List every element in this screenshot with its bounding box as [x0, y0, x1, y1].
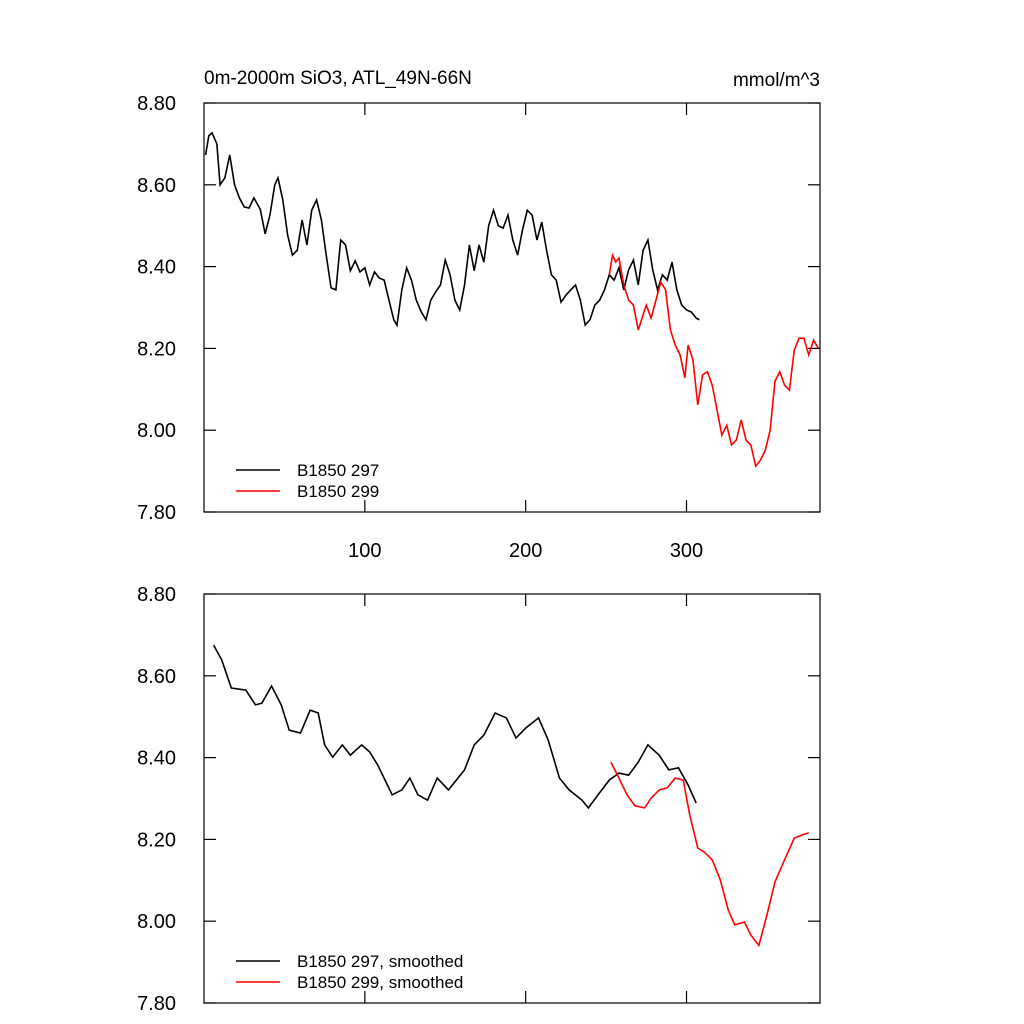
plot-frame — [203, 102, 821, 513]
x-tick-label: 100 — [348, 540, 381, 562]
y-tick-label: 8.60 — [137, 175, 176, 197]
legend-label: B1850 297, smoothed — [297, 952, 463, 971]
legend-label: B1850 299, smoothed — [297, 973, 463, 992]
data-line — [204, 131, 700, 328]
x-tick-label: 300 — [670, 540, 703, 562]
data-line — [212, 644, 697, 810]
y-tick-label: 8.80 — [137, 584, 176, 606]
y-tick-label: 8.20 — [137, 829, 176, 851]
legend-label: B1850 297 — [297, 461, 379, 480]
y-tick-label: 7.80 — [137, 993, 176, 1015]
data-line — [610, 761, 809, 948]
units-label: mmol/m^3 — [733, 70, 820, 91]
data-line — [608, 252, 820, 469]
y-tick-label: 8.40 — [137, 257, 176, 279]
y-tick-label: 7.80 — [137, 502, 176, 524]
x-tick-label: 200 — [509, 540, 542, 562]
plot-frame — [203, 593, 821, 1004]
y-tick-label: 8.20 — [137, 338, 176, 360]
chart-title: 0m-2000m SiO3, ATL_49N-66N — [204, 68, 472, 89]
legend-label: B1850 299 — [297, 482, 379, 501]
y-tick-label: 8.00 — [137, 420, 176, 442]
y-tick-label: 8.40 — [137, 748, 176, 770]
y-tick-label: 8.60 — [137, 666, 176, 688]
y-tick-label: 8.00 — [137, 911, 176, 933]
y-tick-label: 8.80 — [137, 93, 176, 115]
